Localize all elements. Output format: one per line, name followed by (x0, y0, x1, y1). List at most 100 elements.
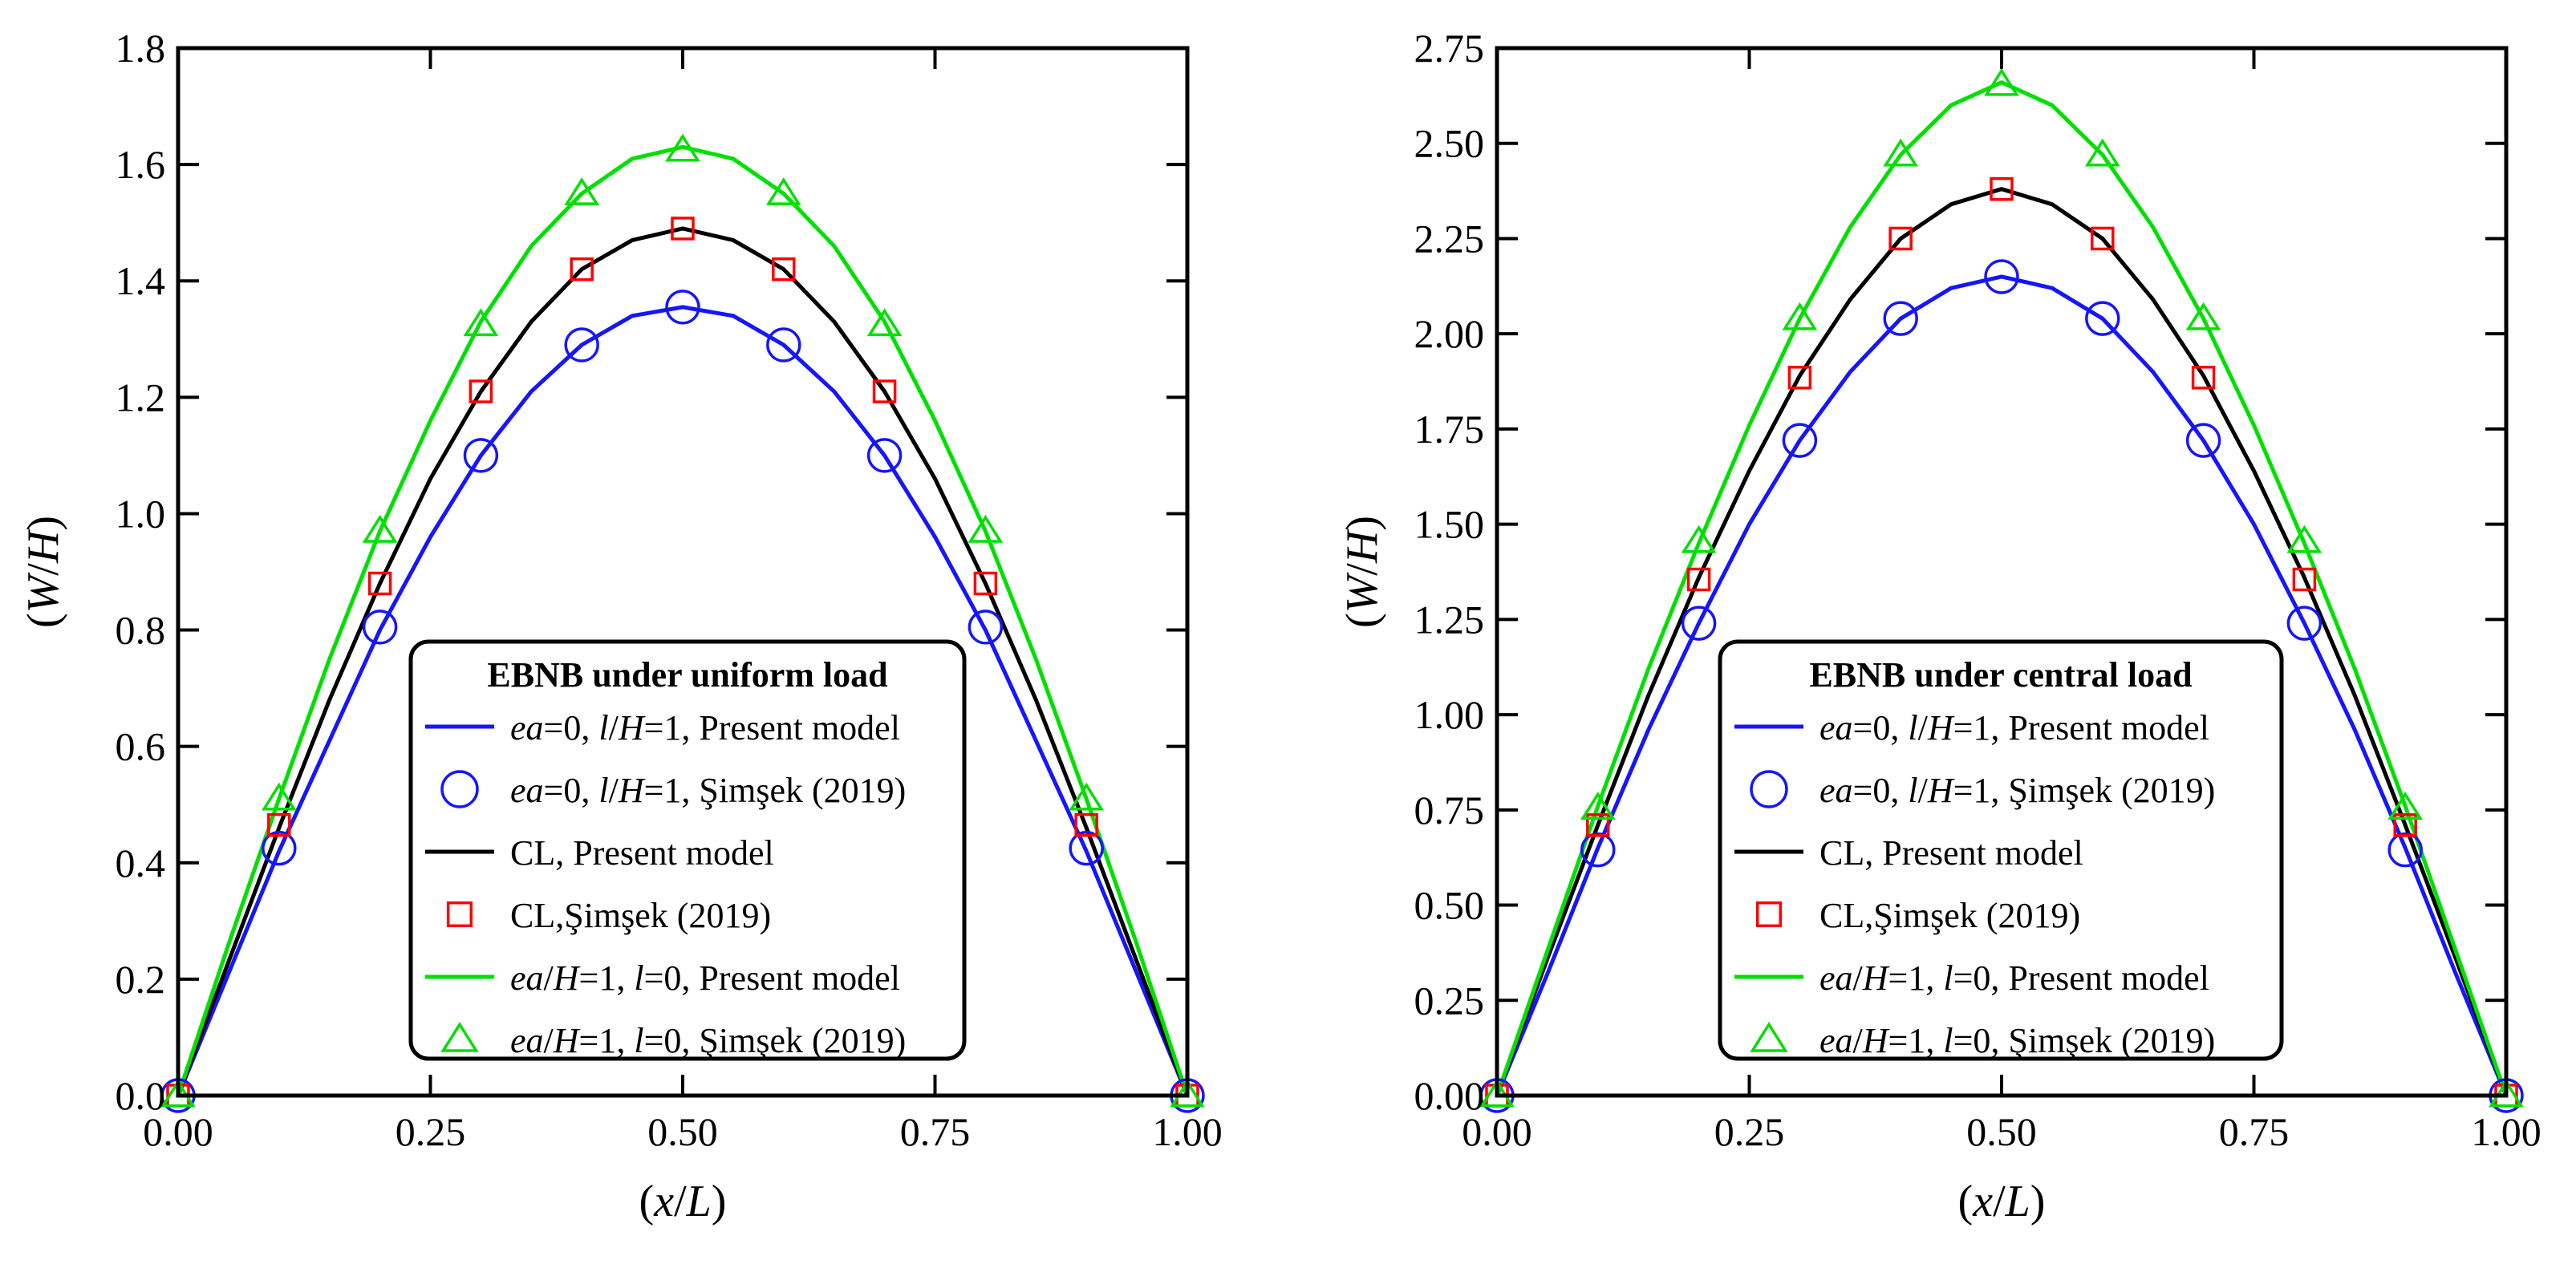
data-point-s1-5 (1984, 259, 2019, 294)
y-tick-label: 2.00 (1414, 311, 1485, 356)
data-point-s3-7 (872, 379, 897, 403)
data-point-s3-2 (367, 571, 392, 596)
x-tick-label: 0.50 (1966, 1109, 2037, 1154)
data-point-s5-6 (765, 177, 801, 205)
x-tick-label: 0.00 (1462, 1109, 1532, 1154)
data-point-s3-6 (2091, 226, 2115, 251)
series-line-2 (176, 226, 1190, 1096)
data-point-s5-1 (261, 782, 297, 811)
data-point-s1-5 (665, 290, 700, 325)
data-point-s3-8 (973, 571, 998, 596)
y-tick-label: 1.25 (1414, 597, 1485, 642)
data-point-s5-9 (2387, 792, 2424, 820)
legend-entry-label: ea=0, l/H=1, Present model (510, 708, 900, 747)
x-tick-label: 1.00 (1152, 1109, 1223, 1154)
data-point-s1-3 (1782, 423, 1818, 458)
data-point-s1-3 (463, 438, 499, 473)
data-point-s3-4 (570, 257, 594, 282)
data-point-s5-5 (1984, 67, 2019, 96)
y-tick-label: 0.2 (116, 957, 166, 1002)
data-point-s3-5 (671, 217, 695, 241)
data-point-s5-3 (1782, 302, 1818, 330)
data-point-s1-4 (1883, 301, 1918, 336)
legend-title: EBNB under central load (1809, 655, 2192, 695)
data-point-s1-7 (2185, 423, 2221, 458)
data-point-s1-2 (1681, 606, 1717, 641)
y-tick-label: 0.00 (1414, 1073, 1485, 1118)
data-point-s1-1 (1580, 832, 1616, 868)
legend-box (1718, 639, 2284, 1061)
data-point-s3-6 (772, 257, 796, 282)
legend: EBNB under uniform load ea=0, l/H=1, Pres… (408, 639, 967, 1061)
x-tick-label: 0.50 (647, 1109, 718, 1154)
x-tick-label: 0.75 (900, 1109, 971, 1154)
legend-entry-label: ea/H=1, l=0, Present model (1819, 958, 2209, 998)
legend-entry-label: ea/H=1, l=0, Present model (510, 958, 900, 998)
data-point-s3-8 (2292, 567, 2317, 592)
legend-entry-label: ea/H=1, l=0, Şimşek (2019) (1819, 1021, 2215, 1060)
series-line-0 (1495, 274, 2509, 1096)
legend-swatch-triangle (440, 1022, 479, 1052)
y-tick-label: 1.50 (1414, 502, 1485, 547)
data-point-s3-1 (1586, 813, 1610, 837)
data-point-s1-2 (362, 610, 398, 645)
x-tick-label: 0.75 (2219, 1109, 2290, 1154)
y-tick-label: 2.25 (1414, 216, 1485, 261)
data-point-s1-6 (2085, 301, 2120, 336)
legend-title: EBNB under uniform load (487, 655, 887, 695)
data-point-s3-1 (267, 812, 291, 837)
data-point-s3-5 (1990, 176, 2014, 201)
y-tick-label: 0.0 (116, 1073, 166, 1118)
y-tick-label: 1.00 (1414, 692, 1485, 737)
legend-entry-label: ea=0, l/H=1, Şimşek (2019) (510, 771, 906, 810)
y-tick-label: 1.2 (116, 375, 166, 419)
y-tick-label: 0.75 (1414, 788, 1485, 833)
legend-swatch-square (1755, 901, 1783, 928)
data-point-s5-3 (463, 308, 499, 337)
data-point-s3-9 (1074, 812, 1098, 837)
legend-swatch-square (446, 901, 473, 928)
x-tick-label: 0.25 (1714, 1109, 1785, 1154)
data-point-s5-2 (362, 514, 398, 543)
y-tick-label: 0.25 (1414, 978, 1485, 1023)
data-point-s1-8 (968, 610, 1004, 645)
legend-entry-label: ea=0, l/H=1, Şimşek (2019) (1819, 771, 2215, 810)
data-point-s1-9 (2387, 832, 2423, 868)
legend-swatch-triangle (1750, 1022, 1788, 1052)
data-point-s1-9 (1069, 830, 1104, 866)
legend: EBNB under central load ea=0, l/H=1, Pres… (1718, 639, 2284, 1061)
data-point-s5-1 (1580, 792, 1616, 820)
y-tick-label: 0.50 (1414, 883, 1485, 928)
data-point-s5-7 (866, 308, 903, 337)
series-line-4 (176, 144, 1190, 1096)
legend-swatch-circle (1750, 770, 1788, 808)
x-tick-label: 1.00 (2471, 1109, 2542, 1154)
chart-uniform-load: 0.0 0.2 0.4 0.6 0.8 1.0 1.2 1.4 1.6 1.8 0.00 0.25 0.… (18, 26, 1223, 1226)
data-point-s3-3 (1787, 366, 1812, 390)
data-point-s5-7 (2185, 302, 2221, 330)
legend-box (408, 639, 967, 1061)
y-axis-label: (W/H) (1337, 516, 1387, 628)
x-tick-label: 0.00 (143, 1109, 213, 1154)
data-point-s5-2 (1681, 525, 1717, 553)
legend-entry-label: ea=0, l/H=1, Present model (1819, 708, 2209, 747)
y-tick-label: 1.0 (116, 491, 166, 536)
legend-entry-label: CL,Şimşek (2019) (1819, 896, 2080, 935)
x-axis-label: (x/L) (639, 1177, 727, 1226)
legend-entry-label: ea/H=1, l=0, Şimşek (2019) (510, 1021, 906, 1060)
data-point-s3-2 (1686, 567, 1711, 592)
legend-entry-label: CL, Present model (1819, 833, 2083, 873)
x-tick-label: 0.25 (396, 1109, 466, 1154)
legend-swatch-circle (440, 770, 479, 808)
y-tick-label: 1.75 (1414, 407, 1485, 452)
data-point-s1-4 (564, 327, 599, 363)
y-tick-label: 0.6 (116, 724, 166, 769)
data-point-s5-5 (665, 133, 700, 162)
data-point-s3-3 (469, 379, 493, 403)
legend-entry-label: CL,Şimşek (2019) (510, 896, 771, 935)
y-tick-label: 2.75 (1414, 26, 1485, 71)
data-point-s5-6 (2084, 138, 2120, 167)
data-point-s5-8 (2286, 525, 2322, 553)
series-line-2 (1495, 187, 2509, 1096)
